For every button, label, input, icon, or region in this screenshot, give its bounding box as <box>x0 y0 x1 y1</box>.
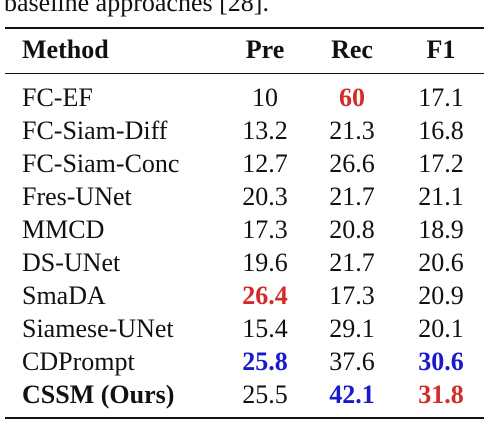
header-cell: Method <box>22 35 109 64</box>
metric-cell: 20.6 <box>418 248 464 277</box>
header-cell: Pre <box>245 35 285 64</box>
method-name: FC-Siam-Conc <box>22 149 180 178</box>
metric-cell: 26.4 <box>242 281 288 310</box>
caption: baseline approaches [28]. <box>4 0 269 17</box>
metric-cell: 17.3 <box>329 281 375 310</box>
metric-cell: 17.3 <box>242 215 288 244</box>
metric-cell: 21.3 <box>329 116 375 145</box>
method-name: DS-UNet <box>22 248 121 277</box>
metric-cell: 37.6 <box>329 347 375 376</box>
metric-cell: 25.5 <box>242 380 288 409</box>
metric-cell: 26.6 <box>329 149 375 178</box>
metric-cell: 20.3 <box>242 182 288 211</box>
mid-rule <box>5 73 484 74</box>
method-name: SmaDA <box>22 281 106 310</box>
metric-cell: 21.1 <box>418 182 464 211</box>
method-name: FC-Siam-Diff <box>22 116 168 145</box>
top-rule <box>5 27 484 29</box>
method-name: CDPrompt <box>22 347 135 376</box>
bottom-rule <box>5 417 484 419</box>
metric-cell: 16.8 <box>418 116 464 145</box>
metric-cell: 29.1 <box>329 314 375 343</box>
metric-cell: 60 <box>339 83 365 112</box>
metric-cell: 12.7 <box>242 149 288 178</box>
method-name: MMCD <box>22 215 105 244</box>
metric-cell: 20.8 <box>329 215 375 244</box>
metric-cell: 21.7 <box>329 248 375 277</box>
metric-cell: 42.1 <box>329 380 375 409</box>
metric-cell: 19.6 <box>242 248 288 277</box>
metric-cell: 18.9 <box>418 215 464 244</box>
method-name: CSSM (Ours) <box>22 380 175 409</box>
metric-cell: 17.1 <box>418 83 464 112</box>
metric-cell: 10 <box>252 83 278 112</box>
metric-cell: 31.8 <box>418 380 464 409</box>
metric-cell: 25.8 <box>242 347 288 376</box>
header-cell: F1 <box>426 35 456 64</box>
metric-cell: 21.7 <box>329 182 375 211</box>
metric-cell: 15.4 <box>242 314 288 343</box>
method-name: Siamese-UNet <box>22 314 174 343</box>
method-name: FC-EF <box>22 83 93 112</box>
metric-cell: 20.1 <box>418 314 464 343</box>
metric-cell: 20.9 <box>418 281 464 310</box>
header-cell: Rec <box>331 35 373 64</box>
method-name: Fres-UNet <box>22 182 132 211</box>
metric-cell: 30.6 <box>418 347 464 376</box>
metric-cell: 17.2 <box>418 149 464 178</box>
metric-cell: 13.2 <box>242 116 288 145</box>
